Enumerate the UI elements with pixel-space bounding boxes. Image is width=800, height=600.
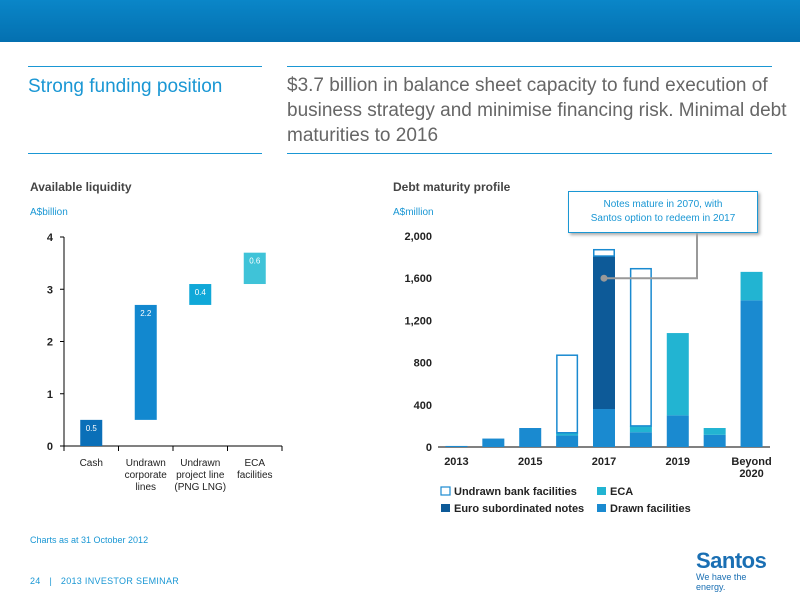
right-y-tick-label: 400 <box>414 400 432 412</box>
left-category-label: Cash <box>80 458 103 469</box>
title-bottom-rule <box>28 153 262 154</box>
legend-swatch <box>440 486 451 496</box>
right-y-tick-label: 800 <box>414 358 432 370</box>
project-line-bar <box>189 284 212 305</box>
left-bar-value-label: 0.4 <box>195 288 207 297</box>
legend-swatch <box>597 487 606 495</box>
logo-tagline: We have the energy. <box>696 572 747 592</box>
right-y-tick-label: 2,000 <box>404 231 432 243</box>
euro-subordinated-notes-bar <box>593 256 615 410</box>
right-chart-unit: A$million <box>393 207 434 218</box>
drawn-facilities-bar <box>703 434 726 447</box>
right-x-tick-label: 2017 <box>592 456 616 468</box>
left-chart-unit: A$billion <box>30 207 68 218</box>
left-category-label: project line <box>176 470 225 481</box>
callout-line-2: Santos option to redeem in 2017 <box>590 213 736 224</box>
chart-footnote: Charts as at 31 October 2012 <box>30 535 149 545</box>
right-chart-subtitle: Debt maturity profile <box>393 180 511 194</box>
right-y-tick-label: 1,600 <box>404 273 432 285</box>
left-bar-value-label: 0.6 <box>249 257 261 266</box>
legend-label: Euro subordinated notes <box>454 503 584 515</box>
left-bar-value-label: 0.5 <box>86 424 98 433</box>
section-title: Strong funding position <box>28 76 223 97</box>
right-x-tick-label: Beyond <box>731 456 771 468</box>
footer-separator: | <box>49 576 53 586</box>
drawn-facilities-bar <box>556 435 579 447</box>
headline-top-rule <box>287 66 772 67</box>
page-number: 24 <box>30 576 41 586</box>
title-top-rule <box>28 66 262 67</box>
eca-bar <box>556 432 579 436</box>
event-name: 2013 INVESTOR SEMINAR <box>60 576 180 586</box>
legend-swatch <box>597 504 606 512</box>
drawn-facilities-bar <box>519 428 542 447</box>
undrawn-bank-facilities-bar <box>556 354 579 434</box>
left-y-tick-label: 3 <box>47 284 53 296</box>
left-y-tick-label: 0 <box>47 441 53 453</box>
eca-bar <box>666 333 689 416</box>
drawn-facilities-bar <box>482 438 505 447</box>
headline: $3.7 billion in balance sheet capacity t… <box>287 75 787 146</box>
legend-label: Undrawn bank facilities <box>454 486 577 498</box>
drawn-facilities-bar <box>445 445 468 447</box>
cash-bar <box>80 419 103 446</box>
right-y-tick-label: 0 <box>426 442 432 454</box>
callout-connector-dot <box>600 274 608 282</box>
left-category-label: Undrawn <box>126 458 166 469</box>
left-y-tick-label: 2 <box>47 337 53 349</box>
drawn-facilities-bar <box>593 409 615 447</box>
eca-bar <box>629 425 652 433</box>
callout-connector-line <box>604 233 698 280</box>
eca-bar <box>703 428 726 435</box>
legend-label: ECA <box>610 486 633 498</box>
right-y-tick-label: 1,200 <box>404 315 432 327</box>
callout-box: Notes mature in 2070, with Santos option… <box>568 191 758 233</box>
left-bar-value-label: 2.2 <box>140 309 152 318</box>
santos-logo: Santos We have the energy. <box>696 548 776 592</box>
undrawn-bank-facilities-bar <box>593 248 615 257</box>
left-y-tick-label: 4 <box>47 232 54 244</box>
eca-facilities-bar <box>243 252 266 285</box>
headline-bottom-rule <box>287 153 772 154</box>
left-chart-subtitle: Available liquidity <box>30 180 132 194</box>
drawn-facilities-bar <box>740 300 763 447</box>
right-x-tick-label: 2013 <box>444 456 468 468</box>
right-x-tick-label: 2015 <box>518 456 542 468</box>
legend-label: Drawn facilities <box>610 503 691 515</box>
drawn-facilities-bar <box>629 432 652 447</box>
left-y-tick-label: 1 <box>47 389 53 401</box>
left-category-label: ECA <box>244 458 265 469</box>
left-category-label: corporate <box>125 470 168 481</box>
drawn-facilities-bar <box>666 415 689 447</box>
left-category-label: Undrawn <box>180 458 220 469</box>
eca-bar <box>740 271 763 301</box>
undrawn-bank-facilities-bar <box>629 267 652 427</box>
callout-line-1: Notes mature in 2070, with <box>603 199 723 210</box>
right-x-tick-label: 2019 <box>666 456 690 468</box>
legend-swatch <box>441 504 450 512</box>
corporate-lines-bar <box>134 304 157 420</box>
left-category-label: lines <box>135 482 156 493</box>
left-category-label: facilities <box>237 470 273 481</box>
page-footer: 24 | 2013 INVESTOR SEMINAR <box>30 576 179 586</box>
left-category-label: (PNG LNG) <box>174 482 226 493</box>
logo-name: Santos <box>696 548 767 573</box>
right-x-tick-label: 2020 <box>739 468 763 480</box>
header-bar <box>0 0 800 42</box>
